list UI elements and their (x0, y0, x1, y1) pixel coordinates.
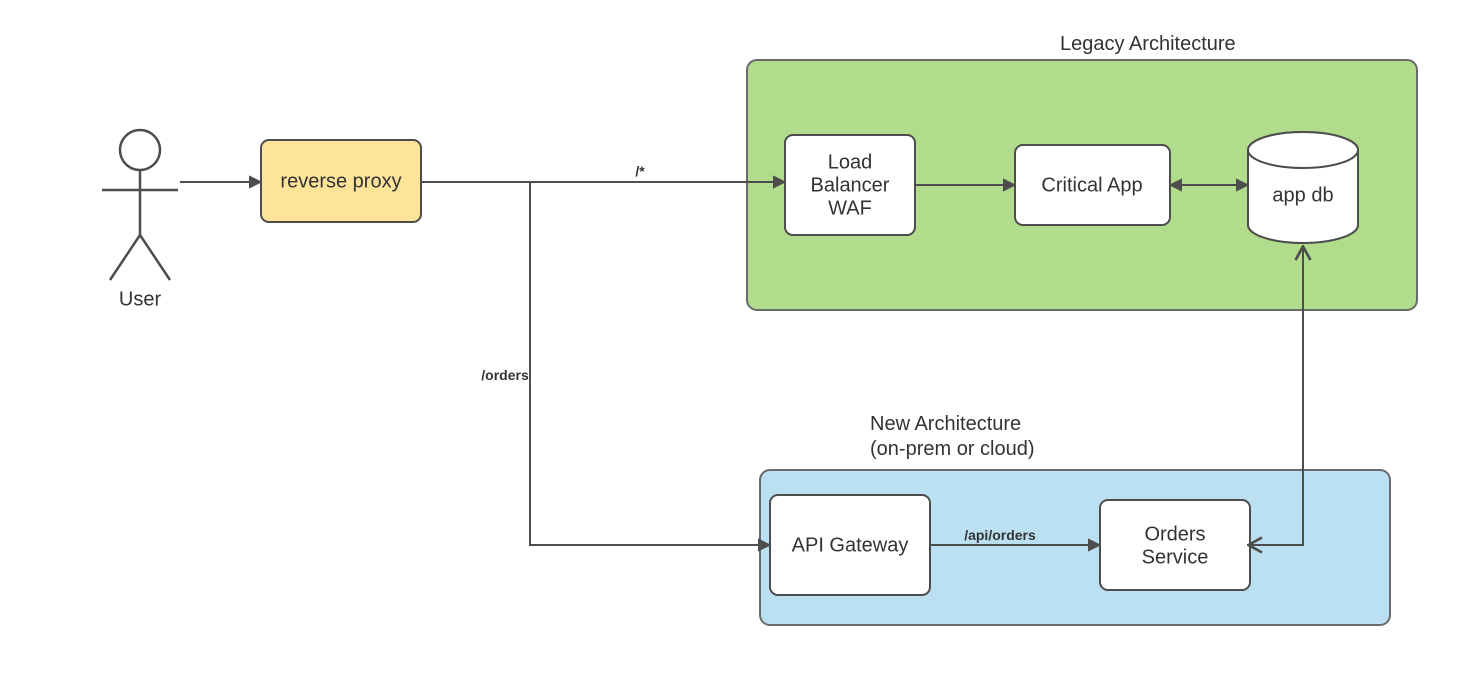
node-load-balancer-label-1: Load (828, 151, 873, 173)
edge-gateway-orders-label: /api/orders (964, 527, 1036, 543)
group-legacy-title: Legacy Architecture (1060, 33, 1236, 55)
edge-proxy-gateway (530, 182, 770, 545)
node-load-balancer-label-2: Balancer (811, 174, 890, 196)
node-orders-service-label-1: Orders (1144, 523, 1205, 545)
node-load-balancer-label-3: WAF (828, 197, 872, 219)
node-api-gateway-label: API Gateway (792, 534, 909, 556)
actor-user (102, 130, 178, 280)
actor-user-label: User (119, 288, 162, 310)
node-orders-service-label-2: Service (1142, 546, 1209, 568)
node-reverse-proxy-label: reverse proxy (280, 170, 401, 192)
group-new-title-2: (on-prem or cloud) (870, 438, 1035, 460)
group-new-title-1: New Architecture (870, 413, 1021, 435)
edge-proxy-lb-label: /* (635, 163, 645, 179)
edge-proxy-gateway-label: /orders (481, 367, 529, 383)
node-app-db-label: app db (1272, 184, 1333, 206)
node-critical-app-label: Critical App (1041, 174, 1142, 196)
